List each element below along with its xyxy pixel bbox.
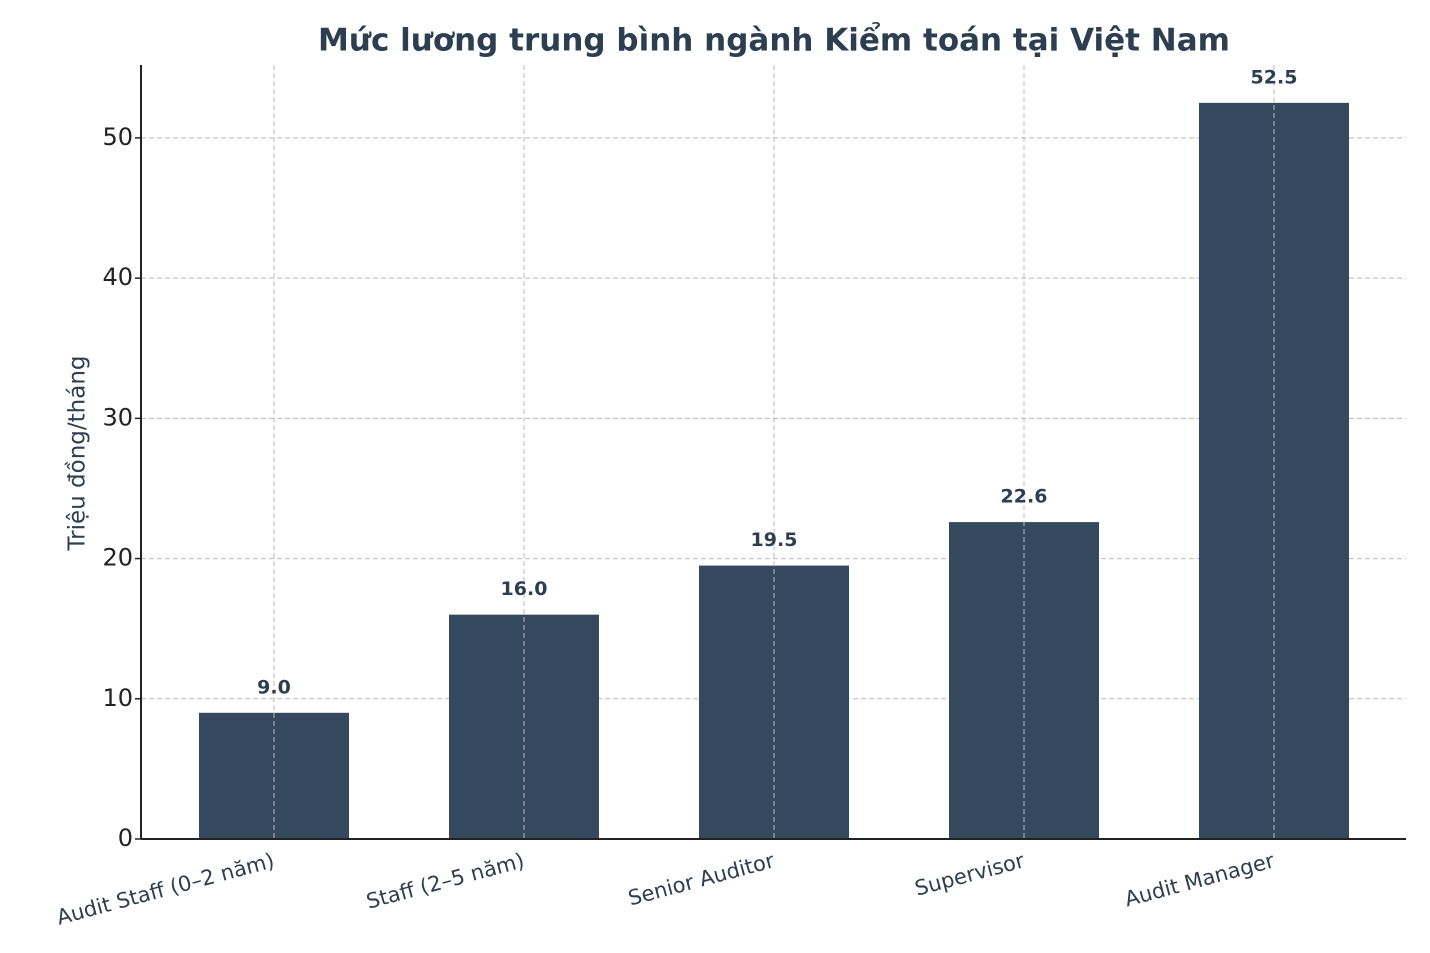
y-tick-label: 0 [118,824,133,852]
y-tick-label: 40 [102,263,133,291]
x-tick-label: Audit Staff (0–2 năm) [54,848,277,929]
value-label: 16.0 [501,578,548,600]
y-tick-label: 30 [102,403,133,431]
y-axis-label: Triệu đồng/tháng [65,355,91,551]
x-tick-label: Supervisor [912,848,1027,900]
x-tick-label: Staff (2–5 năm) [364,848,527,913]
value-label: 52.5 [1251,66,1298,88]
y-tick-label: 20 [102,544,133,572]
x-tick-label: Audit Manager [1122,848,1277,911]
value-label: 19.5 [751,529,798,551]
y-tick-label: 10 [102,684,133,712]
value-label: 22.6 [1001,486,1048,508]
value-label: 9.0 [257,676,291,698]
x-tick-label: Senior Auditor [626,848,778,910]
chart-title: Mức lương trung bình ngành Kiểm toán tại… [318,23,1230,59]
y-tick-label: 50 [102,123,133,151]
